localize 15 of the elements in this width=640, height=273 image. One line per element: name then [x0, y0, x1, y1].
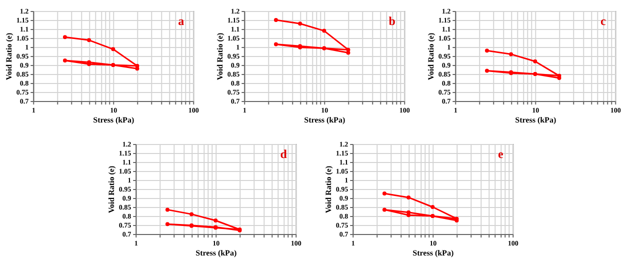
annotation: c — [600, 14, 606, 28]
x-axis-title: Stress (kPa) — [515, 116, 556, 124]
annotation: b — [388, 14, 396, 28]
x-axis-title: Stress (kPa) — [196, 248, 237, 258]
annotation: a — [178, 14, 184, 28]
x-axis-title: Stress (kPa) — [93, 116, 134, 124]
y-axis-title: Void Ratio (e) — [215, 32, 224, 80]
y-axis-title: Void Ratio (e) — [106, 166, 116, 214]
y-axis-title: Void Ratio (e) — [4, 32, 14, 80]
y-axis-title: Void Ratio (e) — [426, 32, 436, 80]
x-axis-title: Stress (kPa) — [412, 248, 454, 258]
annotation: d — [280, 147, 288, 161]
y-axis-title: Void Ratio (e) — [324, 166, 333, 214]
x-axis-title: Stress (kPa) — [304, 116, 346, 124]
annotation: e — [498, 147, 504, 161]
